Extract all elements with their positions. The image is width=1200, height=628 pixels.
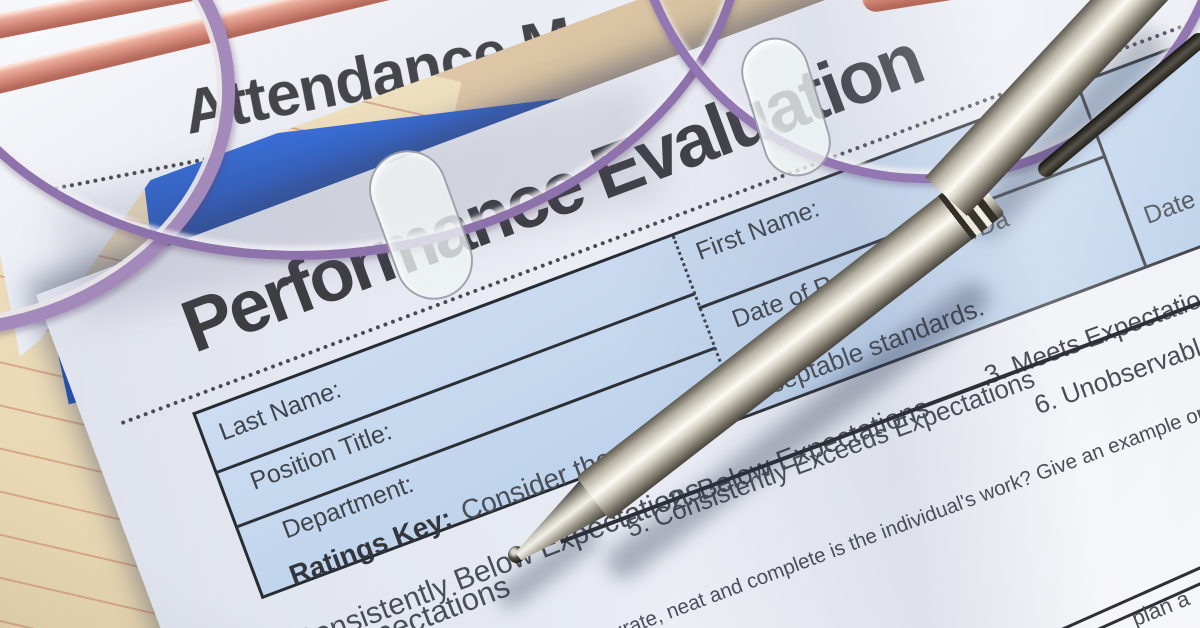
photo-scene: Attendance Manag Performance Evaluation …: [0, 0, 1200, 628]
photo-vignette: [0, 0, 1200, 628]
